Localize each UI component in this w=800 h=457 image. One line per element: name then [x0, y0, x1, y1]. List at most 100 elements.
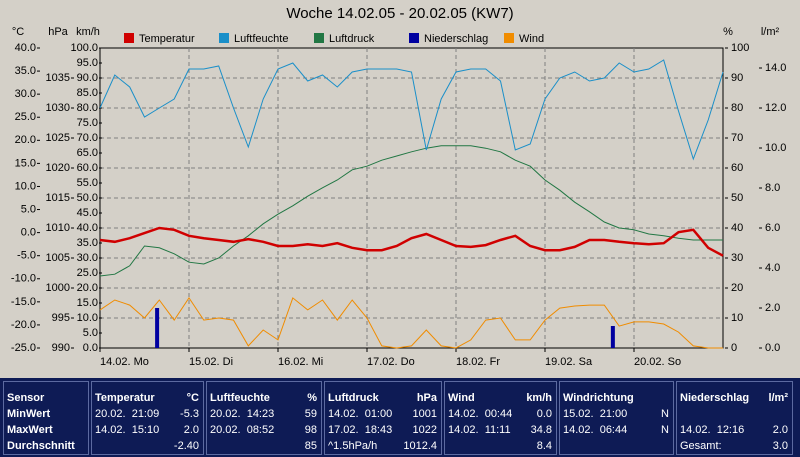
legend-swatch	[409, 33, 419, 43]
y-tick-label: 30.0	[15, 88, 36, 100]
cell-value: 98	[304, 424, 317, 436]
y2-tick-label: 1020	[46, 162, 70, 174]
column-unit: km/h	[526, 392, 552, 404]
legend-label: Luftfeuchte	[234, 33, 288, 45]
line-series	[99, 145, 723, 277]
column-box	[324, 381, 442, 455]
y5-tick-label: 0.0	[765, 342, 780, 354]
column-unit: l/m²	[768, 392, 788, 404]
line-series	[99, 226, 724, 257]
y3-tick-label: 60.0	[77, 162, 98, 174]
y2-tick-label: 990	[52, 342, 70, 354]
cell-value: 2.0	[183, 424, 199, 436]
x-tick-label: 15.02. Di	[189, 356, 233, 368]
cell-value: 3.0	[772, 440, 788, 452]
column-unit: hPa	[416, 392, 437, 404]
y-tick-label: -5.0	[17, 250, 36, 262]
y4-tick-label: 0	[731, 342, 737, 354]
column-box	[676, 381, 793, 455]
y3-tick-label: 55.0	[77, 177, 98, 189]
y4-tick-label: 80	[731, 102, 743, 114]
cell-time: 17.02. 18:43	[328, 424, 393, 436]
column-title: Luftfeuchte	[210, 392, 270, 404]
column-title: Niederschlag	[680, 392, 750, 404]
y4-tick-label: 70	[731, 132, 743, 144]
y-tick-label: -25.0	[11, 342, 36, 354]
y2-tick-label: 1005	[46, 252, 70, 264]
cell-time: 14.02. 15:10	[95, 424, 160, 436]
y5-axis-label: l/m²	[761, 26, 780, 38]
y3-tick-label: 100.0	[70, 42, 98, 54]
y-tick-label: 20.0	[15, 134, 36, 146]
y5-tick-label: 4.0	[765, 262, 780, 274]
y2-tick-label: 1030	[46, 102, 70, 114]
cell-value: 0.0	[536, 408, 552, 420]
y3-tick-label: 70.0	[77, 132, 98, 144]
legend-label: Wind	[519, 33, 544, 45]
table-header: Sensor	[7, 392, 45, 404]
y3-tick-label: 15.0	[77, 297, 98, 309]
legend-swatch	[504, 33, 514, 43]
y3-axis-label: km/h	[76, 26, 100, 38]
y5-tick-label: 14.0	[765, 62, 786, 74]
cell-value: 85	[304, 440, 317, 452]
chart-title: Woche 14.02.05 - 20.02.05 (KW7)	[286, 5, 513, 22]
x-tick-label: 19.02. Sa	[545, 356, 593, 368]
y5-tick-label: 12.0	[765, 102, 786, 114]
y-tick-label: -10.0	[11, 273, 36, 285]
y4-tick-label: 30	[731, 252, 743, 264]
y2-tick-label: 1000	[46, 282, 70, 294]
y-tick-label: 25.0	[15, 111, 36, 123]
y4-tick-label: 20	[731, 282, 743, 294]
cell-value: 1022	[412, 424, 437, 436]
y4-tick-label: 100	[731, 42, 749, 54]
y3-tick-label: 45.0	[77, 207, 98, 219]
column-box	[3, 381, 89, 455]
y-tick-label: 0.0	[21, 227, 36, 239]
legend-label: Luftdruck	[329, 33, 375, 45]
column-title: Temperatur	[95, 392, 155, 404]
y5-tick-label: 10.0	[765, 142, 786, 154]
y3-tick-label: 75.0	[77, 117, 98, 129]
column-title: Wind	[448, 392, 475, 404]
cell-time: Gesamt:	[680, 440, 722, 452]
cell-value: 1001	[412, 408, 437, 420]
cell-time: ^1.5hPa/h	[328, 440, 378, 452]
cell-value: 8.4	[536, 440, 552, 452]
y3-tick-label: 5.0	[83, 327, 98, 339]
y3-tick-label: 35.0	[77, 237, 98, 249]
cell-value: 59	[304, 408, 317, 420]
cell-value: -5.3	[180, 408, 199, 420]
bar	[155, 308, 160, 348]
cell-value: -2.40	[173, 440, 199, 452]
y3-tick-label: 40.0	[77, 222, 98, 234]
y3-tick-label: 95.0	[77, 57, 98, 69]
row-label: MaxWert	[7, 424, 53, 436]
y3-tick-label: 30.0	[77, 252, 98, 264]
line-series	[99, 59, 724, 161]
y3-tick-label: 0.0	[83, 342, 98, 354]
cell-time: 20.02. 14:23	[210, 408, 275, 420]
y-tick-label: -20.0	[11, 319, 36, 331]
y-tick-label: 15.0	[15, 157, 36, 169]
cell-time: 14.02. 00:44	[448, 408, 513, 420]
x-tick-label: 20.02. So	[634, 356, 681, 368]
y5-tick-label: 6.0	[765, 222, 780, 234]
y2-axis-label: hPa	[48, 26, 68, 38]
x-tick-label: 18.02. Fr	[456, 356, 500, 368]
cell-time: 20.02. 21:09	[95, 408, 160, 420]
y4-tick-label: 40	[731, 222, 743, 234]
cell-value: 2.0	[772, 424, 788, 436]
chart: Woche 14.02.05 - 20.02.05 (KW7) °C hPa k…	[11, 5, 787, 368]
y3-tick-label: 90.0	[77, 72, 98, 84]
x-tick-label: 17.02. Do	[367, 356, 415, 368]
column-box	[91, 381, 204, 455]
y2-tick-label: 995	[52, 312, 70, 324]
y-tick-label: 40.0	[15, 42, 36, 54]
y-tick-label: 10.0	[15, 180, 36, 192]
stats-table: Sensor MinWert MaxWert Durchschnitt Temperat…	[0, 378, 800, 457]
cell-time: 14.02. 12:16	[680, 424, 745, 436]
y2-tick-label: 1025	[46, 132, 70, 144]
y3-tick-label: 65.0	[77, 147, 98, 159]
cell-value: 34.8	[530, 424, 552, 436]
